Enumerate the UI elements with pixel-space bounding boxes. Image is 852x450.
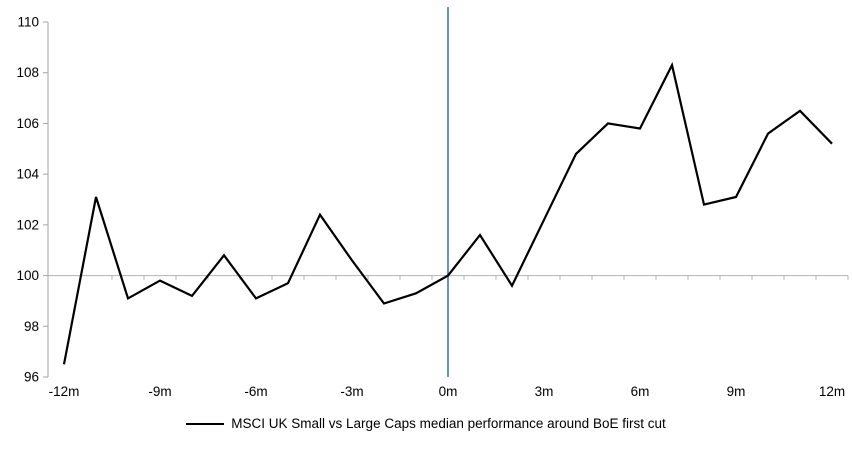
legend-series-label: MSCI UK Small vs Large Caps median perfo… [231,416,666,431]
legend: MSCI UK Small vs Large Caps median perfo… [0,416,852,431]
x-axis-tick-label: -3m [340,384,363,399]
x-axis-tick-label: 9m [727,384,746,399]
legend-line-sample [186,422,225,425]
y-axis-tick-label: 100 [16,268,39,283]
y-axis-tick-label: 102 [16,217,39,232]
x-axis-tick-label: 3m [535,384,554,399]
y-axis-tick-label: 110 [17,15,39,30]
x-axis-tick-label: -9m [148,384,171,399]
y-axis-tick-label: 98 [24,319,39,334]
x-axis-tick-label: 6m [631,384,650,399]
x-axis-tick-label: 0m [439,384,458,399]
series-line [62,61,833,365]
x-axis-tick-label: 12m [819,384,845,399]
y-axis-tick-label: 108 [16,65,39,80]
y-axis-tick-label: 106 [16,116,39,131]
y-axis-tick-label: 96 [24,370,39,385]
y-axis-tick-label: 104 [16,167,39,182]
x-axis-tick-label: -6m [244,384,267,399]
x-axis-tick-label: -12m [49,384,80,399]
